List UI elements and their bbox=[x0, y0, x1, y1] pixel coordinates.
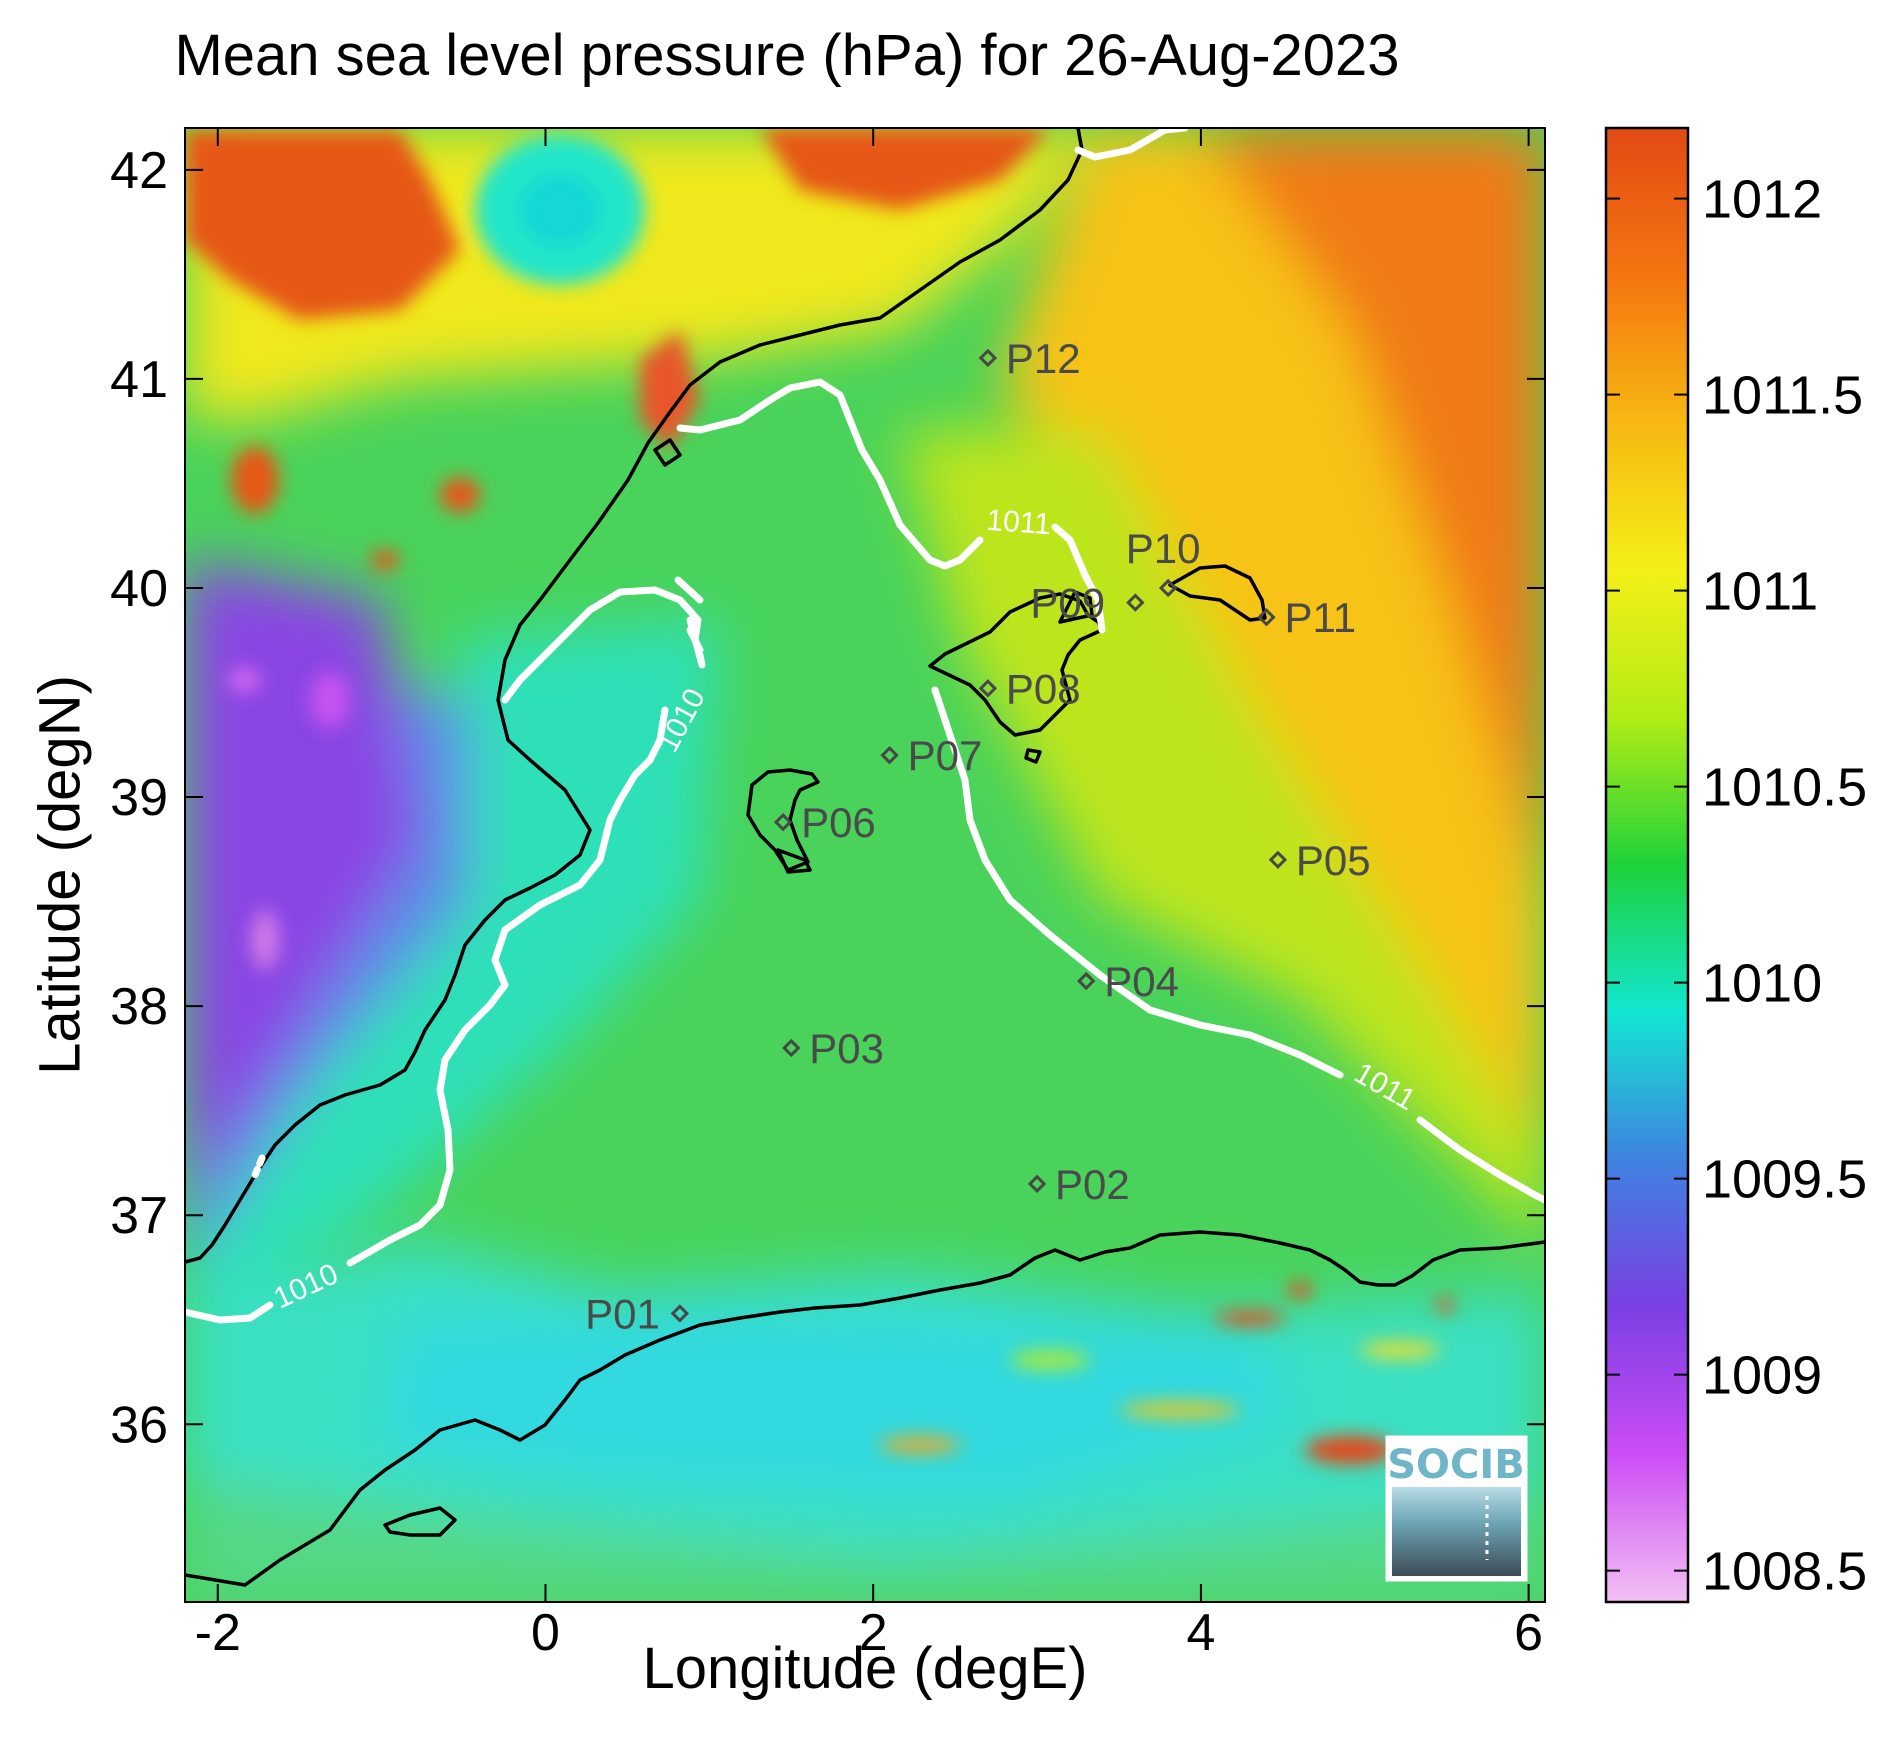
colorbar-tick-label: 1009 bbox=[1702, 1346, 1822, 1406]
colorbar-tick-label: 1010.5 bbox=[1702, 758, 1867, 818]
station-marker bbox=[1158, 578, 1178, 598]
station-label: P08 bbox=[1006, 665, 1081, 712]
y-tick-label: 37 bbox=[110, 1187, 168, 1245]
logo-wave bbox=[1392, 1487, 1521, 1576]
station-marker bbox=[782, 1038, 801, 1058]
y-tick-label: 39 bbox=[110, 769, 168, 827]
station-label: P04 bbox=[1104, 958, 1179, 1005]
x-tick-label: 4 bbox=[1186, 1604, 1215, 1662]
y-tick-label: 42 bbox=[110, 142, 168, 200]
colorbar-tick-label: 1009.5 bbox=[1702, 1150, 1867, 1210]
y-tick-label: 41 bbox=[110, 351, 168, 409]
isobars bbox=[185, 128, 1545, 1324]
station-label: P02 bbox=[1055, 1161, 1130, 1208]
station-label: P11 bbox=[1284, 594, 1356, 641]
coastline bbox=[185, 128, 1545, 1587]
station-marker bbox=[1268, 850, 1288, 869]
socib-logo: SOCIB bbox=[1385, 1435, 1528, 1582]
x-tick-label: -2 bbox=[195, 1604, 241, 1662]
x-tick-label: 6 bbox=[1514, 1604, 1543, 1662]
colorbar bbox=[1606, 128, 1688, 1602]
station-marker bbox=[1027, 1174, 1047, 1194]
station-markers: P01 P02 P03 P04 P05 P06 P07 P08 P09 P10 P11 P12 bbox=[585, 335, 1371, 1337]
plot-frame bbox=[184, 127, 1546, 1603]
y-tick-label: 40 bbox=[110, 560, 168, 618]
station-marker bbox=[773, 812, 793, 832]
station-label: P05 bbox=[1296, 837, 1371, 884]
logo-text: SOCIB bbox=[1387, 1442, 1525, 1488]
y-tick-label: 36 bbox=[110, 1396, 168, 1454]
station-label: P10 bbox=[1126, 525, 1201, 572]
x-tick-label: 2 bbox=[859, 1604, 888, 1662]
station-marker bbox=[670, 1304, 690, 1323]
station-label: P06 bbox=[801, 799, 876, 846]
colorbar-frame bbox=[1604, 126, 1690, 1604]
contour-label-1011: 1011 bbox=[985, 504, 1052, 541]
station-marker bbox=[1077, 971, 1096, 991]
colorbar-tick-label: 1011 bbox=[1702, 562, 1818, 622]
station-label: P01 bbox=[585, 1290, 660, 1337]
y-tick-label: 38 bbox=[110, 978, 168, 1036]
colorbar-tick-label: 1010 bbox=[1702, 954, 1822, 1014]
station-marker bbox=[1257, 608, 1276, 627]
station-label: P09 bbox=[1030, 580, 1105, 627]
station-marker bbox=[880, 746, 899, 765]
station-marker bbox=[978, 348, 998, 368]
pressure-field bbox=[185, 128, 1545, 1602]
station-marker bbox=[1126, 593, 1145, 612]
station-label: P07 bbox=[908, 732, 983, 779]
colorbar-tick-label: 1011.5 bbox=[1702, 366, 1863, 426]
colorbar-tick-label: 1008.5 bbox=[1702, 1542, 1867, 1602]
axis-ticks: -2 0 2 4 6 36 37 38 39 40 41 42 bbox=[110, 128, 1545, 1662]
station-label: P03 bbox=[809, 1025, 884, 1072]
x-tick-label: 0 bbox=[531, 1604, 560, 1662]
colorbar-ticks: 1008.5 1009 1009.5 1010 1010.5 1011 1011.5 1012 bbox=[1606, 170, 1867, 1602]
station-marker bbox=[978, 679, 998, 698]
x-axis-label: Longitude (degE) bbox=[642, 1636, 1088, 1701]
map-title: Mean sea level pressure (hPa) for 26-Aug… bbox=[174, 23, 1400, 88]
station-label: P12 bbox=[1006, 335, 1081, 382]
colorbar-tick-label: 1012 bbox=[1702, 170, 1822, 230]
